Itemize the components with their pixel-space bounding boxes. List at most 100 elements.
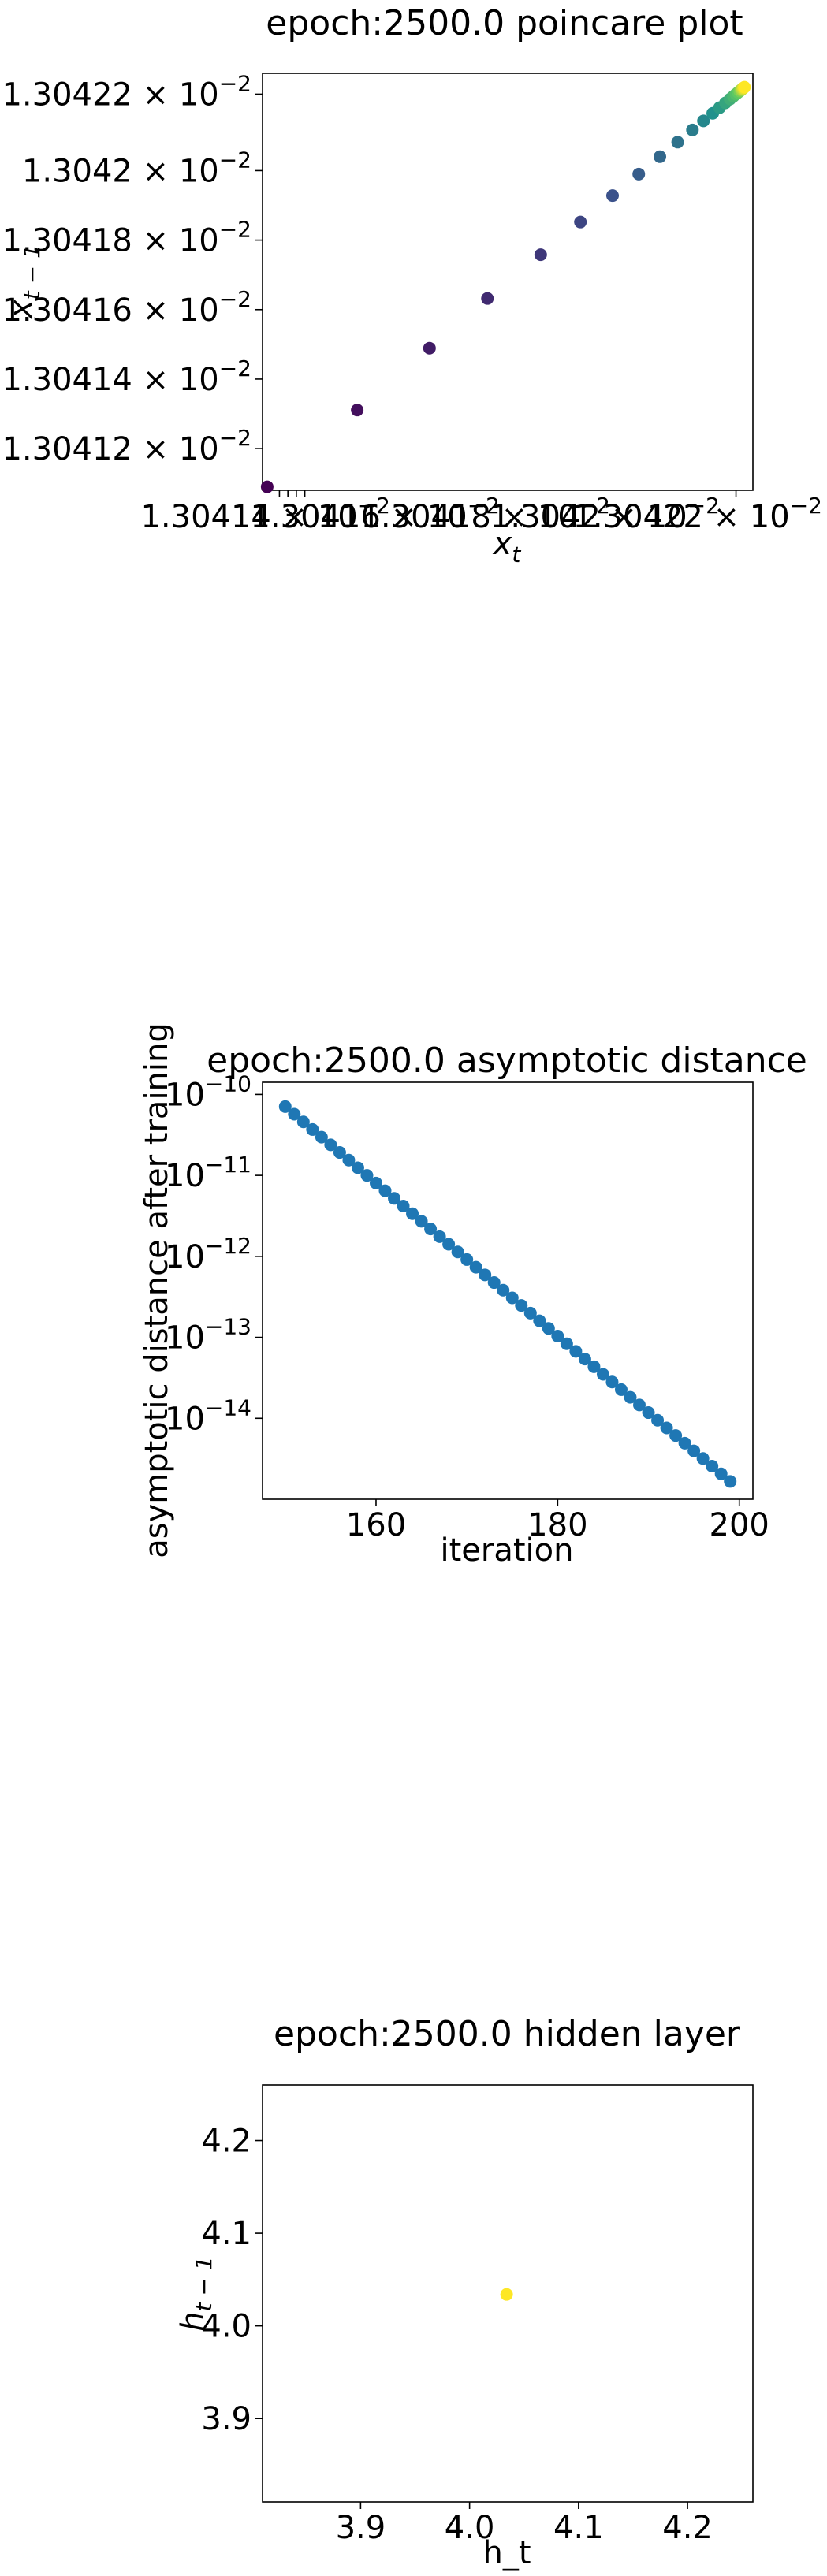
asymptotic-distance-point [533,1314,546,1327]
poincare-x-ticks: 1.30414 × 10−21.30416 × 10−21.30418 × 10… [140,490,822,535]
poincare-point [351,404,364,417]
asymptotic-distance-point [515,1299,528,1312]
asymptotic-distance-x-tick-label: 160 [346,1507,406,1543]
asymptotic-distance-point [369,1176,382,1189]
poincare-point [697,114,710,128]
poincare-x-tick-label: 1.3042 × 10−2 [490,493,720,535]
asymptotic-distance-chart-title: epoch:2500.0 asymptotic distance [207,1040,807,1081]
hidden-layer-points [500,2288,513,2301]
asymptotic-distance-point [669,1429,683,1442]
asymptotic-distance-y-tick-label: 10−14 [165,1394,251,1437]
asymptotic-distance-point [497,1283,510,1297]
asymptotic-distance-point [333,1146,346,1160]
hidden-layer-x-tick-label: 3.9 [336,2510,386,2546]
asymptotic-distance-point [523,1306,537,1320]
poincare-point [534,248,547,262]
asymptotic-distance-point [578,1353,591,1366]
poincare-x-axis-label: xt [492,526,522,568]
poincare-chart-title: epoch:2500.0 poincare plot [266,3,743,43]
poincare-point [632,167,646,181]
poincare-point [260,480,274,493]
poincare-y-axis-label: xt − 1 [3,244,45,320]
asymptotic-distance-chart: epoch:2500.0 asymptotic distance 10−1010… [139,1022,807,1569]
poincare-point [605,189,619,203]
asymptotic-distance-point [651,1413,665,1427]
poincare-y-tick-label: 1.30412 × 10−2 [2,425,251,467]
asymptotic-distance-point [451,1245,464,1259]
poincare-plot-area [262,73,754,491]
asymptotic-distance-point [360,1169,374,1182]
asymptotic-distance-y-tick-label: 10−13 [165,1314,251,1357]
asymptotic-distance-point [424,1223,438,1236]
hidden-layer-chart-title: epoch:2500.0 hidden layer [274,2014,741,2054]
asymptotic-distance-point [469,1260,482,1274]
poincare-x-tick-label: 1.30416 × 10−2 [250,493,500,535]
hidden-layer-x-tick-label: 4.1 [553,2510,604,2546]
poincare-y-tick-label: 1.30418 × 10−2 [2,217,251,259]
asymptotic-distance-x-ticks: 160 180 200 [346,1499,769,1543]
asymptotic-distance-point [569,1345,583,1358]
asymptotic-distance-point [660,1421,673,1435]
asymptotic-distance-y-tick-label: 10−11 [165,1152,251,1194]
asymptotic-distance-point [678,1436,691,1450]
asymptotic-distance-point [315,1130,328,1144]
asymptotic-distance-y-axis-label: asymptotic distance after training [139,1022,175,1558]
hidden-layer-point [500,2288,513,2301]
poincare-x-tick-label: 1.30414 × 10−2 [140,493,390,535]
asymptotic-distance-point [388,1192,401,1205]
asymptotic-distance-point [724,1475,737,1488]
asymptotic-distance-point [505,1291,519,1305]
asymptotic-distance-point [460,1253,474,1266]
asymptotic-distance-point [433,1230,446,1243]
asymptotic-distance-point [614,1383,628,1396]
asymptotic-distance-point [406,1207,419,1220]
poincare-point [574,215,587,229]
hidden-layer-y-tick-label: 4.2 [201,2124,251,2160]
asymptotic-distance-point [442,1238,456,1251]
hidden-layer-chart: epoch:2500.0 hidden layer 4.2 4.1 4.0 3.9 3… [175,2014,754,2571]
asymptotic-distance-point [479,1268,492,1282]
hidden-layer-y-tick-label: 3.9 [201,2401,251,2437]
asymptotic-distance-point [687,1444,701,1457]
poincare-y-tick-label: 1.3042 × 10−2 [22,147,251,189]
asymptotic-distance-point [596,1368,609,1381]
asymptotic-distance-point [378,1184,392,1197]
asymptotic-distance-point [706,1459,719,1472]
asymptotic-distance-point [587,1360,601,1373]
asymptotic-distance-point [351,1161,364,1174]
asymptotic-distance-x-axis-label: iteration [441,1532,574,1569]
hidden-layer-y-tick-label: 4.1 [201,2216,251,2252]
poincare-point [686,123,699,136]
asymptotic-distance-point [296,1115,310,1129]
asymptotic-distance-y-tick-label: 10−12 [165,1233,251,1275]
poincare-point [423,341,436,355]
asymptotic-distance-point [642,1406,655,1420]
hidden-layer-x-axis-label: h_t [482,2535,531,2571]
asymptotic-distance-point [397,1199,410,1212]
poincare-point [654,150,667,163]
hidden-layer-plot-area [262,2084,754,2503]
asymptotic-distance-point [542,1322,555,1335]
asymptotic-distance-point [551,1329,564,1342]
asymptotic-distance-plot-area [262,1081,754,1500]
hidden-layer-x-tick-label: 4.2 [662,2510,713,2546]
asymptotic-distance-point [288,1107,301,1121]
poincare-x-tick-label: 1.30422 × 10−2 [572,493,822,535]
asymptotic-distance-y-ticks: 10−10 10−11 10−12 10−13 10−14 [165,1070,263,1437]
poincare-points [260,80,751,493]
asymptotic-distance-point [696,1452,710,1465]
asymptotic-distance-points [278,1100,737,1488]
asymptotic-distance-point [306,1122,319,1136]
hidden-layer-y-axis-label: ht − 1 [175,2256,217,2331]
asymptotic-distance-point [415,1215,428,1228]
hidden-layer-x-tick-label: 4.0 [445,2510,495,2546]
poincare-x-tick-label: 1.30418 × 10−2 [360,493,610,535]
asymptotic-distance-point [624,1390,637,1404]
asymptotic-distance-point [605,1375,619,1389]
asymptotic-distance-point [324,1138,337,1152]
hidden-layer-x-ticks: 3.9 4.0 4.1 4.2 [336,2502,713,2546]
asymptotic-distance-x-tick-label: 200 [710,1507,769,1543]
poincare-chart: epoch:2500.0 poincare plot 1.30422 × 10−… [2,3,822,568]
asymptotic-distance-point [714,1467,728,1480]
